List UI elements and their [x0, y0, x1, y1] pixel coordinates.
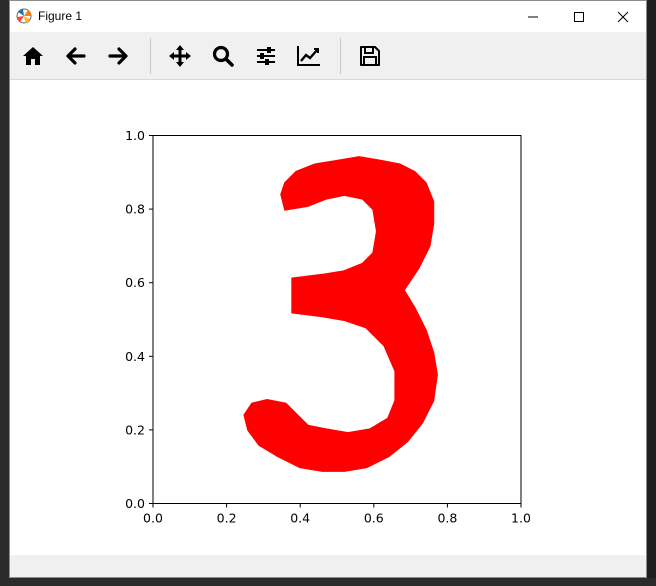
sliders-icon: [257, 47, 275, 65]
plot-svg: 0.0 0.2 0.4 0.6 0.8 1.0 0.0 0.2 0.4 0.6 0.8 1.0: [125, 128, 531, 526]
x-tick-label: 0.0: [143, 511, 163, 526]
forward-button[interactable]: [102, 40, 134, 72]
home-icon: [23, 47, 43, 65]
y-tick-label: 1.0: [125, 128, 145, 143]
y-tick-label: 0.2: [125, 422, 145, 437]
toolbar-separator: [340, 38, 341, 74]
series-layer: [243, 156, 438, 472]
y-tick-label: 0.4: [125, 349, 145, 364]
navigation-toolbar: [10, 32, 646, 80]
y-tick-label: 0.8: [125, 202, 145, 217]
move-icon: [169, 45, 191, 67]
figure-window: Figure 1: [9, 0, 647, 578]
x-tick-label: 0.6: [364, 511, 384, 526]
chart-line-icon: [297, 46, 320, 66]
x-axis-ticks: 0.0 0.2 0.4 0.6 0.8 1.0: [143, 503, 531, 526]
axes-frame: [152, 135, 522, 504]
arrow-left-icon: [66, 47, 86, 65]
zoom-button[interactable]: [207, 40, 239, 72]
status-bar: [10, 555, 646, 577]
matplotlib-logo-icon: [16, 8, 32, 24]
close-button[interactable]: [600, 1, 646, 32]
edit-axes-button[interactable]: [293, 40, 325, 72]
background-window-edge: [0, 0, 10, 586]
back-button[interactable]: [60, 40, 92, 72]
floppy-disk-icon: [360, 46, 380, 66]
minimize-icon: [528, 16, 538, 17]
title-bar[interactable]: Figure 1: [10, 1, 646, 32]
magnifier-icon: [212, 45, 234, 67]
maximize-button[interactable]: [556, 1, 602, 32]
x-tick-label: 0.8: [437, 511, 457, 526]
arrow-right-icon: [108, 47, 128, 65]
minimize-button[interactable]: [510, 1, 556, 32]
series-shape-0: [243, 156, 438, 472]
window-title: Figure 1: [38, 9, 83, 23]
background-window-bottom: [0, 578, 656, 586]
maximize-icon: [574, 11, 584, 22]
close-icon: [617, 11, 629, 22]
y-tick-label: 0.6: [125, 275, 145, 290]
subplots-button[interactable]: [250, 40, 282, 72]
toolbar-separator: [150, 38, 151, 74]
x-tick-label: 0.2: [217, 511, 237, 526]
save-button[interactable]: [354, 40, 386, 72]
x-tick-label: 0.4: [290, 511, 310, 526]
figure-canvas[interactable]: 0.0 0.2 0.4 0.6 0.8 1.0 0.0 0.2 0.4 0.6 0.8 1.0: [10, 80, 646, 554]
pan-button[interactable]: [164, 40, 196, 72]
y-tick-label: 0.0: [125, 496, 145, 511]
x-tick-label: 1.0: [511, 511, 531, 526]
home-button[interactable]: [17, 40, 49, 72]
y-axis-ticks: 0.0 0.2 0.4 0.6 0.8 1.0: [125, 128, 153, 511]
